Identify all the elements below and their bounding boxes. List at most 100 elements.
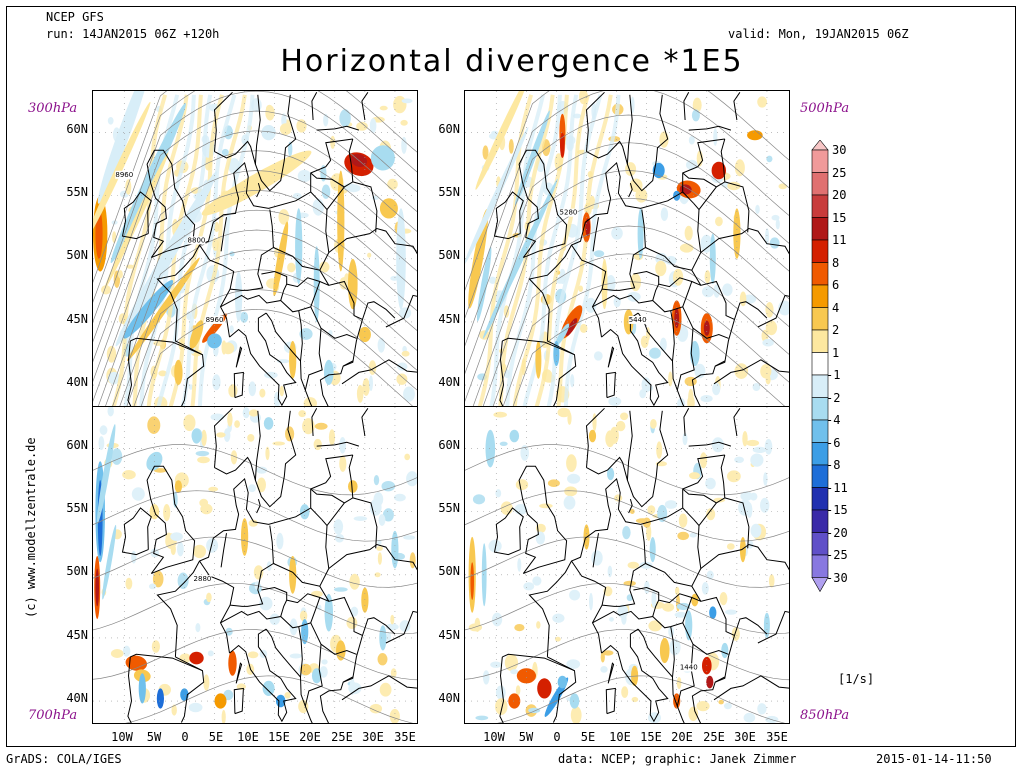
speckle (321, 659, 328, 665)
map-outline (304, 644, 323, 707)
speckle (399, 620, 411, 632)
speckle (602, 650, 614, 656)
divergence-cell (565, 318, 578, 336)
speckle (566, 659, 581, 669)
divergence-cell (379, 198, 398, 219)
speckle (125, 577, 133, 590)
divergence-cell (273, 221, 289, 297)
map-outline (586, 94, 669, 192)
lon-label: 10W (483, 730, 505, 744)
map-outline (682, 488, 717, 504)
speckle (206, 538, 219, 553)
map-outline (676, 328, 695, 391)
speckle (247, 434, 255, 442)
colorbar-tick-label: -1 (826, 368, 841, 382)
speckle (401, 350, 410, 357)
coastlines-borders (493, 91, 789, 407)
contour-line (465, 170, 789, 402)
divergence-cell (358, 326, 371, 343)
lon-label: 25E (703, 730, 725, 744)
speckle (547, 479, 560, 487)
divergence-cell (721, 642, 729, 659)
divergence-cell (685, 610, 693, 641)
divergence-cell (324, 593, 333, 632)
map-outline (571, 244, 607, 338)
map-outline (311, 92, 318, 121)
contour-line (497, 675, 786, 723)
speckle (712, 382, 721, 396)
valid-info: valid: Mon, 19JAN2015 06Z (728, 27, 909, 41)
map-outline (676, 644, 695, 707)
speckle (764, 438, 773, 455)
map-outline (645, 202, 702, 271)
speckle (689, 532, 697, 538)
speckle (510, 669, 519, 675)
lon-label: 15E (268, 730, 290, 744)
divergence-cell (263, 417, 274, 430)
divergence-band (556, 94, 613, 407)
map-outline (691, 585, 735, 636)
map-outline (733, 92, 741, 121)
speckle (701, 582, 709, 595)
speckle (321, 184, 331, 199)
map-outline (682, 306, 729, 339)
speckle (593, 250, 605, 258)
speckle (570, 374, 575, 388)
map-outline (310, 191, 322, 204)
lat-label: 55N (66, 501, 88, 515)
speckle (171, 704, 177, 716)
divergence-band (197, 94, 255, 407)
colorbar-tick-label: 20 (832, 188, 847, 202)
lon-label: 5W (518, 730, 534, 744)
graticule (465, 407, 789, 723)
map-outline (230, 209, 274, 291)
map-outline (220, 217, 227, 252)
divergence-cell (509, 429, 520, 443)
level-label-500: 500hPa (800, 101, 850, 116)
speckle (609, 617, 614, 622)
speckle (112, 231, 117, 244)
map-outline (601, 312, 669, 407)
speckle (404, 453, 411, 461)
colorbar-tick-label: 25 (832, 165, 847, 180)
speckle (768, 574, 775, 588)
speckle (499, 441, 508, 446)
divergence-cell (508, 693, 521, 709)
map-outline (175, 656, 203, 672)
speckle (662, 602, 675, 612)
speckle (750, 453, 764, 467)
map-outline (310, 172, 345, 188)
speckle (221, 709, 226, 723)
speckle (333, 587, 348, 592)
speckle (696, 701, 710, 712)
speckle (740, 491, 753, 501)
speckle (382, 508, 394, 522)
speckle (111, 448, 123, 465)
speckle (206, 592, 212, 603)
speckle (722, 283, 733, 296)
contour-line (465, 114, 789, 347)
contour-line (93, 490, 417, 542)
speckle (705, 477, 716, 490)
map-outline (682, 172, 717, 188)
speckle (472, 494, 486, 505)
speckle (248, 409, 259, 417)
map-outline (280, 593, 321, 629)
speckle (279, 123, 292, 135)
divergence-cell (537, 678, 552, 699)
contour-line (465, 536, 789, 588)
speckle (148, 583, 157, 590)
speckle (349, 677, 355, 696)
speckle (665, 255, 677, 265)
map-outline (637, 312, 685, 407)
divergence-cell (637, 208, 644, 259)
speckle (725, 609, 737, 615)
speckle (620, 412, 629, 421)
speckle (374, 572, 381, 578)
speckle (515, 479, 529, 491)
divergence-cell (189, 320, 204, 349)
divergence-cell (189, 651, 204, 665)
speckle (678, 513, 688, 528)
map-outline (502, 337, 577, 407)
colorbar-bottom-arrow (811, 577, 829, 593)
